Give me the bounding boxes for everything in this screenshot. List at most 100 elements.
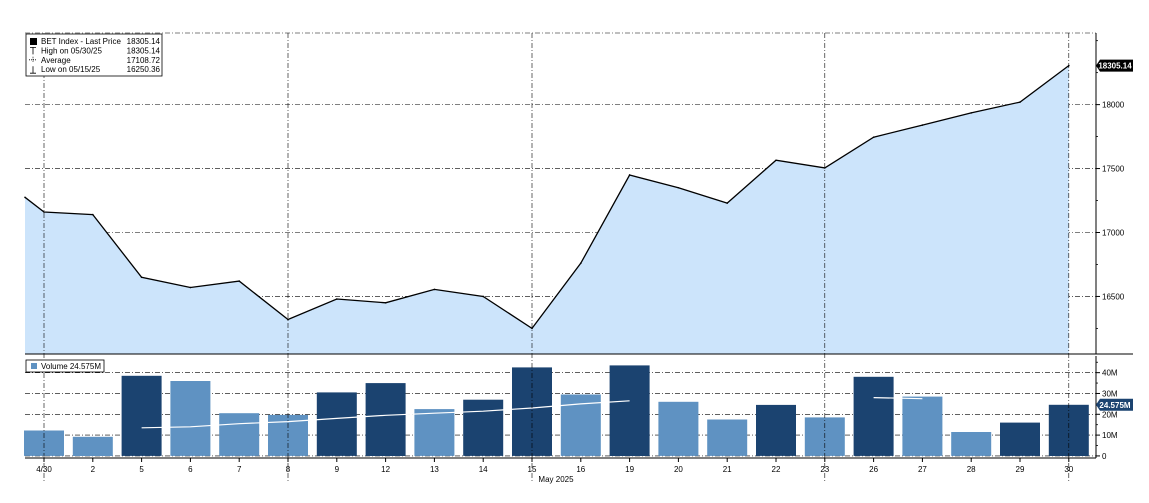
legend-value: 16250.36 [127, 65, 161, 74]
price-last-value-flag [1096, 59, 1133, 72]
volume-bar [658, 401, 699, 456]
price-point [872, 136, 875, 139]
price-panel [24, 64, 1070, 354]
price-point [970, 112, 972, 114]
price-point [24, 196, 26, 199]
x-tick-label: 26 [869, 465, 878, 474]
axis-labels: 16500 17000 17500 18000 0 10M 20M 30M 40M 18305.1… [36, 59, 1133, 484]
volume-y-tick-label: 40M [1102, 369, 1118, 378]
legends: BET Index - Last Price 18305.14 High on 05… [25, 33, 163, 373]
legend-value: 18305.14 [127, 46, 161, 55]
price-point [726, 202, 728, 204]
volume-bar [707, 419, 748, 456]
x-tick-label: 30 [1064, 465, 1073, 474]
volume-bar [219, 413, 260, 456]
legend-value: 18305.14 [127, 37, 161, 46]
date-gridlines [43, 33, 1070, 483]
price-point [677, 186, 680, 189]
price-point [336, 298, 338, 300]
price-point [43, 211, 45, 213]
x-tick-label: 20 [674, 465, 683, 474]
volume-bar [756, 404, 796, 456]
volume-y-tick-label: 20M [1102, 410, 1118, 419]
x-tick-label: 7 [237, 465, 242, 474]
volume-legend-box [25, 359, 105, 373]
x-tick-label: 13 [430, 465, 439, 474]
price-y-tick-label: 17000 [1102, 229, 1125, 238]
x-tick-label: 15 [528, 465, 537, 474]
x-tick-label: 12 [381, 465, 390, 474]
volume-bar [121, 375, 162, 456]
volume-last-value-flag [1096, 398, 1133, 411]
volume-bar [902, 396, 943, 456]
volume-bar [365, 383, 406, 456]
price-point [628, 174, 631, 176]
legend-label: High on 05/30/25 [41, 46, 102, 55]
price-point [1019, 101, 1021, 103]
x-tick-label: 19 [625, 465, 634, 474]
volume-legend-value: 24.575M [70, 362, 101, 371]
price-legend-box [25, 33, 163, 77]
volume-average-line [873, 397, 923, 400]
volume-y-tick-label: 30M [1102, 389, 1118, 398]
x-axis-title: May 2025 [538, 475, 574, 484]
x-tick-label: 16 [576, 465, 585, 474]
price-point [775, 159, 777, 162]
volume-bar [316, 392, 357, 456]
volume-y-tick-label: 10M [1102, 431, 1118, 440]
volume-bar [951, 432, 992, 456]
price-point [384, 302, 387, 304]
price-point [482, 295, 485, 298]
price-point [287, 318, 289, 321]
price-last-value-label: 18305.14 [1098, 62, 1132, 71]
average-marker-icon [29, 56, 37, 63]
price-y-tick-label: 18000 [1102, 101, 1125, 110]
volume-bar [853, 376, 894, 456]
x-tick-label: 28 [967, 465, 976, 474]
x-tick-label: 8 [286, 465, 291, 474]
x-tick-label: 21 [723, 465, 732, 474]
x-tick-label: 14 [479, 465, 488, 474]
volume-bar [170, 381, 211, 456]
volume-bar [609, 365, 650, 456]
x-tick-label: 4/30 [36, 465, 52, 474]
x-tick-label: 22 [772, 465, 781, 474]
volume-legend-label: Volume [41, 362, 68, 371]
price-y-tick-label: 16500 [1102, 292, 1125, 301]
volume-average-line [141, 400, 630, 429]
price-point [140, 276, 143, 279]
volume-legend-swatch-icon [31, 363, 37, 369]
price-point [189, 286, 192, 289]
price-point [433, 288, 436, 291]
high-marker-icon [30, 47, 36, 55]
x-tick-label: 23 [820, 465, 829, 474]
price-point [238, 280, 240, 282]
legend-label: Low on 05/15/25 [41, 65, 101, 74]
price-point [531, 327, 533, 330]
volume-bar [512, 367, 552, 456]
volume-bar [72, 436, 113, 456]
price-y-tick-label: 17500 [1102, 165, 1125, 174]
x-tick-label: 5 [139, 465, 144, 474]
legend-label: Average [41, 56, 71, 65]
x-tick-label: 2 [91, 465, 96, 474]
price-point [921, 124, 924, 126]
x-tick-label: 9 [335, 465, 340, 474]
legend-label: BET Index - Last Price [41, 37, 121, 46]
volume-bar [1000, 422, 1040, 456]
legend-value: 17108.72 [127, 56, 161, 65]
volume-y-tick-label: 0 [1102, 452, 1107, 461]
low-marker-icon [30, 66, 36, 74]
x-tick-label: 27 [918, 465, 927, 474]
axes [25, 33, 1133, 462]
volume-panel [24, 365, 1089, 456]
legend-swatch-icon [30, 38, 37, 45]
price-area-fill [25, 65, 1069, 354]
volume-bar [463, 399, 504, 456]
volume-bar [414, 409, 455, 456]
price-point [92, 213, 94, 216]
volume-last-value-label: 24.575M [1099, 401, 1130, 410]
x-tick-label: 6 [188, 465, 193, 474]
x-tick-label: 29 [1016, 465, 1025, 474]
